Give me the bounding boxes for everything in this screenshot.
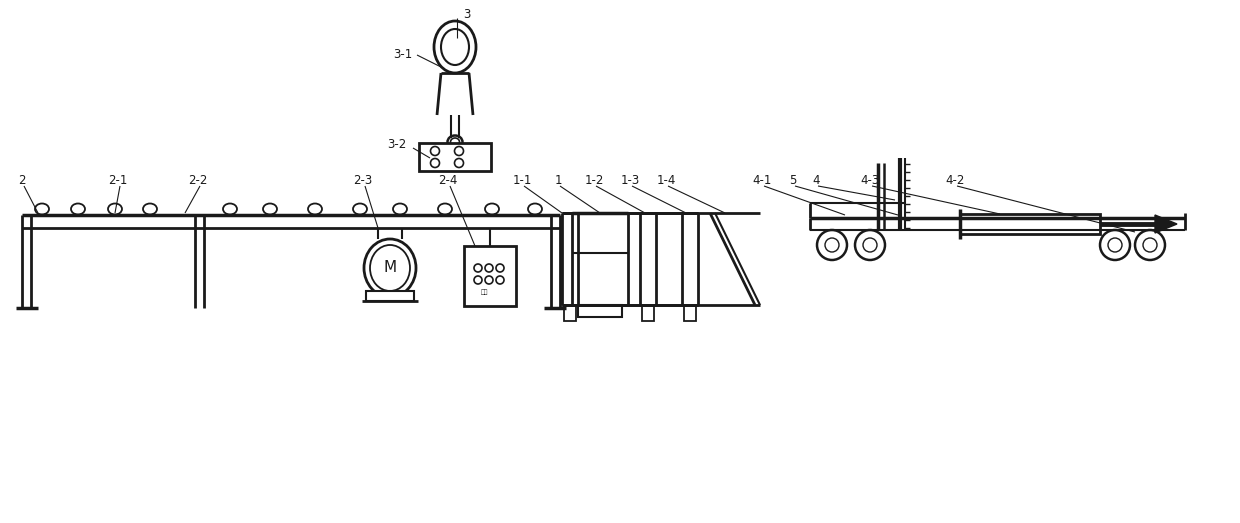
Ellipse shape bbox=[528, 203, 542, 214]
Text: 3: 3 bbox=[463, 8, 470, 21]
Circle shape bbox=[485, 276, 494, 284]
Text: 2-4: 2-4 bbox=[438, 175, 458, 188]
Circle shape bbox=[856, 230, 885, 260]
Text: 1-1: 1-1 bbox=[512, 175, 532, 188]
Circle shape bbox=[485, 264, 494, 272]
Circle shape bbox=[1143, 238, 1157, 252]
Ellipse shape bbox=[485, 203, 498, 214]
Circle shape bbox=[474, 264, 482, 272]
Circle shape bbox=[1135, 230, 1166, 260]
Ellipse shape bbox=[438, 203, 453, 214]
Circle shape bbox=[496, 264, 503, 272]
Ellipse shape bbox=[223, 203, 237, 214]
Bar bbox=[684, 305, 696, 321]
Text: 1-4: 1-4 bbox=[656, 175, 676, 188]
Bar bbox=[578, 305, 622, 317]
Circle shape bbox=[1109, 238, 1122, 252]
Text: 4-3: 4-3 bbox=[861, 175, 879, 188]
Ellipse shape bbox=[35, 203, 50, 214]
Bar bbox=[419, 143, 491, 171]
Circle shape bbox=[455, 146, 464, 155]
Text: 4-1: 4-1 bbox=[753, 175, 771, 188]
Ellipse shape bbox=[71, 203, 86, 214]
Text: 1-3: 1-3 bbox=[620, 175, 640, 188]
Text: 4-2: 4-2 bbox=[945, 175, 965, 188]
Ellipse shape bbox=[450, 138, 460, 146]
Ellipse shape bbox=[365, 239, 415, 297]
Circle shape bbox=[430, 158, 439, 167]
Circle shape bbox=[1100, 230, 1130, 260]
Bar bbox=[564, 305, 577, 321]
Ellipse shape bbox=[434, 21, 476, 73]
Ellipse shape bbox=[370, 245, 410, 291]
Bar bbox=[960, 214, 1100, 234]
Circle shape bbox=[863, 238, 877, 252]
Text: 5: 5 bbox=[790, 175, 796, 188]
Circle shape bbox=[455, 158, 464, 167]
Text: 1: 1 bbox=[554, 175, 562, 188]
Polygon shape bbox=[1154, 215, 1177, 233]
Circle shape bbox=[474, 276, 482, 284]
Ellipse shape bbox=[393, 203, 407, 214]
Text: 4: 4 bbox=[812, 175, 820, 188]
Text: 3-1: 3-1 bbox=[393, 49, 413, 62]
Bar bbox=[642, 305, 653, 321]
Text: 口口: 口口 bbox=[480, 289, 487, 295]
Bar bbox=[464, 246, 516, 306]
Bar bbox=[366, 291, 414, 301]
Ellipse shape bbox=[448, 135, 463, 149]
Text: 2-2: 2-2 bbox=[188, 175, 207, 188]
Circle shape bbox=[817, 230, 847, 260]
Ellipse shape bbox=[353, 203, 367, 214]
Text: 1-2: 1-2 bbox=[584, 175, 604, 188]
Ellipse shape bbox=[441, 29, 469, 65]
Text: 3-2: 3-2 bbox=[387, 139, 407, 152]
Circle shape bbox=[496, 276, 503, 284]
Circle shape bbox=[430, 146, 439, 155]
Text: 2: 2 bbox=[19, 175, 26, 188]
Ellipse shape bbox=[143, 203, 157, 214]
Ellipse shape bbox=[308, 203, 322, 214]
Text: 2-3: 2-3 bbox=[353, 175, 373, 188]
Ellipse shape bbox=[263, 203, 277, 214]
Text: 2-1: 2-1 bbox=[108, 175, 128, 188]
Ellipse shape bbox=[108, 203, 122, 214]
Circle shape bbox=[825, 238, 839, 252]
Text: M: M bbox=[383, 260, 397, 276]
